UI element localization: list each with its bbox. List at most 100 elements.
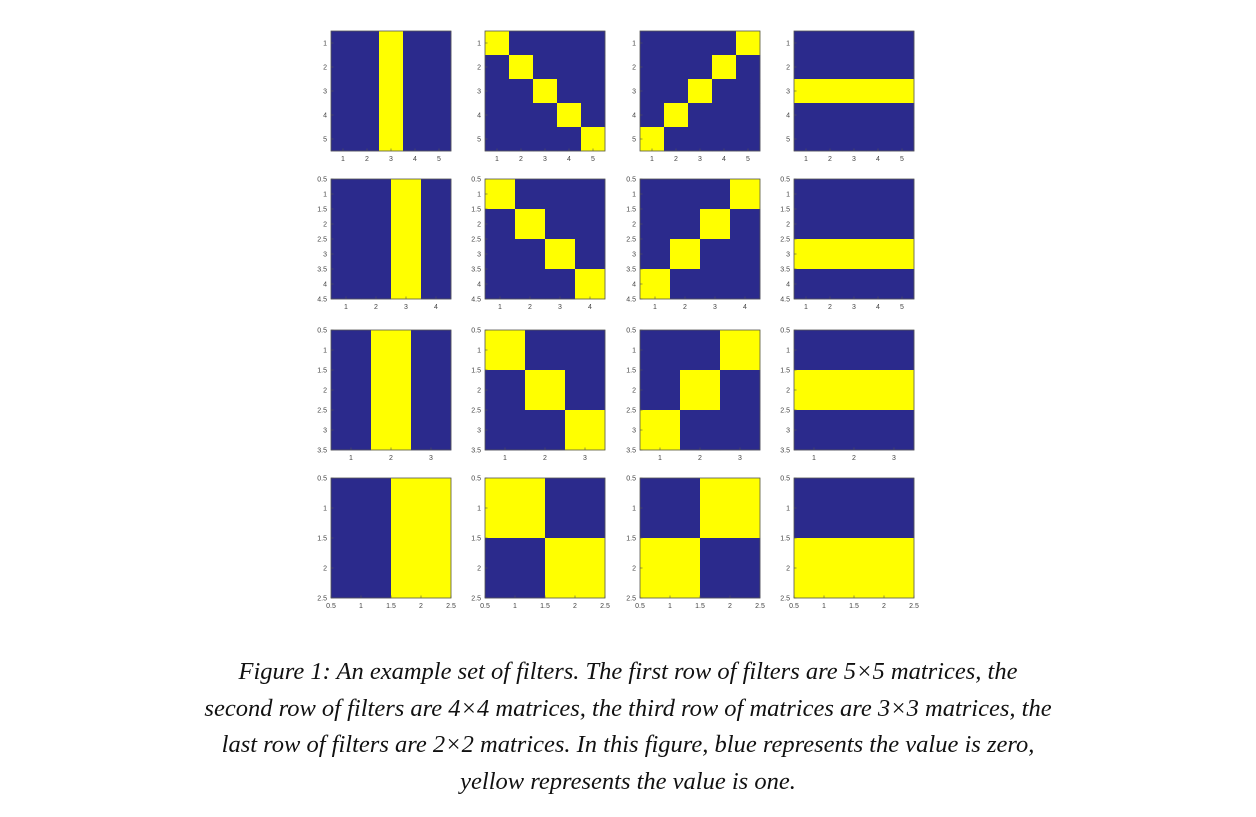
y-tick-label: 0.5 <box>780 328 790 335</box>
matrix-cell-2-2 <box>515 209 546 240</box>
x-tick-label: 1 <box>804 156 808 163</box>
y-tick-label: 2 <box>323 388 327 395</box>
matrix-cell-1-1 <box>331 179 362 210</box>
matrix-cell-3-4 <box>421 239 452 270</box>
y-tick-label: 0.5 <box>317 476 327 483</box>
matrix-cell-3-3 <box>379 79 404 104</box>
filter-panel-r1-c3: 1 2 3 4 5 1 2 3 4 5 <box>632 30 761 163</box>
y-tick-label: 2.5 <box>626 408 636 415</box>
y-tick-label: 1 <box>323 41 327 48</box>
x-tick-label: 4 <box>743 304 747 311</box>
matrix-cell-2-1 <box>485 370 526 411</box>
matrix-cell-3-2 <box>664 79 689 104</box>
matrix-cell-1-5 <box>581 31 606 56</box>
matrix-cell-3-1 <box>485 410 526 451</box>
matrix-cell-2-2 <box>371 370 412 411</box>
matrix-cell-4-3 <box>842 103 867 128</box>
matrix-cell-5-1 <box>640 127 665 152</box>
matrix-cell-2-3 <box>874 370 915 411</box>
x-tick-label: 1 <box>359 603 363 610</box>
x-tick-label: 1 <box>812 455 816 462</box>
x-tick-label: 3 <box>738 455 742 462</box>
matrix-cell-3-3 <box>533 79 558 104</box>
matrix-cell-4-3 <box>391 269 422 300</box>
y-tick-label: 1 <box>477 41 481 48</box>
filter-panel-r2-c2: 0.5 1 1.5 2 2.5 3 3.5 4 4.5 1 2 3 4 <box>471 177 606 311</box>
y-tick-label: 3 <box>786 89 790 96</box>
matrix-cell-2-4 <box>730 209 761 240</box>
y-tick-label: 4.5 <box>317 297 327 304</box>
x-tick-label: 3 <box>892 455 896 462</box>
y-tick-label: 1 <box>632 506 636 513</box>
matrix-cell-2-3 <box>533 55 558 80</box>
matrix-cell-2-3 <box>854 209 885 240</box>
matrix-cell-3-2 <box>515 239 546 270</box>
matrix-cell-1-1 <box>485 478 546 539</box>
x-tick-label: 1 <box>668 603 672 610</box>
filter-panel-r3-c4: 0.5 1 1.5 2 2.5 3 3.5 1 2 3 <box>780 328 915 462</box>
matrix-cell-4-1 <box>331 103 356 128</box>
matrix-cell-1-3 <box>700 179 731 210</box>
filter-panel-r2-c3: 0.5 1 1.5 2 2.5 3 3.5 4 4.5 1 2 3 4 <box>626 177 761 311</box>
y-tick-label: 1 <box>477 506 481 513</box>
filter-panel-r4-c2: 0.511.522.50.5 1 1.5 2 2.5 <box>471 476 610 611</box>
y-tick-label: 2.5 <box>317 596 327 603</box>
matrix-cell-4-4 <box>712 103 737 128</box>
y-tick-label: 1.5 <box>626 536 636 543</box>
matrix-cell-1-5 <box>736 31 761 56</box>
x-tick-label: 0.5 <box>789 603 799 610</box>
y-tick-label: 1.5 <box>780 368 790 375</box>
matrix-cell-2-2 <box>664 55 689 80</box>
y-tick-label: 4 <box>786 113 790 120</box>
y-tick-label: 1.5 <box>317 536 327 543</box>
y-tick-label: 1 <box>786 192 790 199</box>
matrix-cell-3-4 <box>575 239 606 270</box>
matrix-cell-2-1 <box>640 55 665 80</box>
matrix-cell-1-3 <box>533 31 558 56</box>
y-tick-label: 3.5 <box>780 267 790 274</box>
y-tick-label: 4.5 <box>626 297 636 304</box>
matrix-cell-4-1 <box>640 103 665 128</box>
y-tick-label: 3 <box>323 252 327 259</box>
matrix-cell-4-5 <box>736 103 761 128</box>
matrix-cell-4-5 <box>427 103 452 128</box>
matrix-cell-5-5 <box>581 127 606 152</box>
y-tick-label: 0.5 <box>780 177 790 184</box>
matrix-cell-2-2 <box>525 370 566 411</box>
x-tick-label: 2.5 <box>600 603 610 610</box>
y-tick-label: 0.5 <box>471 177 481 184</box>
matrix-cell-3-1 <box>485 79 510 104</box>
x-tick-label: 1 <box>658 455 662 462</box>
y-tick-label: 1.5 <box>471 368 481 375</box>
matrix-cell-1-1 <box>794 179 825 210</box>
y-tick-label: 1.5 <box>471 207 481 214</box>
y-tick-label: 2.5 <box>317 237 327 244</box>
matrix-cell-2-5 <box>736 55 761 80</box>
y-tick-label: 0.5 <box>317 177 327 184</box>
matrix-cell-1-2 <box>371 330 412 371</box>
x-tick-label: 0.5 <box>326 603 336 610</box>
matrix-cell-1-1 <box>640 478 701 539</box>
matrix-cell-1-4 <box>557 31 582 56</box>
x-tick-label: 2.5 <box>909 603 919 610</box>
matrix-cell-2-2 <box>854 538 915 599</box>
x-tick-label: 1 <box>503 455 507 462</box>
matrix-cell-5-2 <box>818 127 843 152</box>
x-tick-label: 2 <box>528 304 532 311</box>
matrix-cell-5-5 <box>890 127 915 152</box>
y-tick-label: 3 <box>632 428 636 435</box>
matrix-cell-3-2 <box>824 239 855 270</box>
y-tick-label: 2.5 <box>780 408 790 415</box>
y-tick-label: 0.5 <box>471 476 481 483</box>
filter-panel-r1-c1: 1 2 3 4 5 1 2 3 4 5 <box>323 30 452 163</box>
matrix-cell-4-1 <box>485 269 516 300</box>
y-tick-label: 0.5 <box>780 476 790 483</box>
matrix-cell-4-2 <box>509 103 534 128</box>
matrix-cell-3-1 <box>331 79 356 104</box>
y-tick-label: 2 <box>786 65 790 72</box>
matrix-cell-5-1 <box>331 127 356 152</box>
matrix-cell-2-3 <box>545 209 576 240</box>
matrix-cell-2-3 <box>565 370 606 411</box>
matrix-cell-4-4 <box>884 269 915 300</box>
matrix-cell-3-2 <box>670 239 701 270</box>
